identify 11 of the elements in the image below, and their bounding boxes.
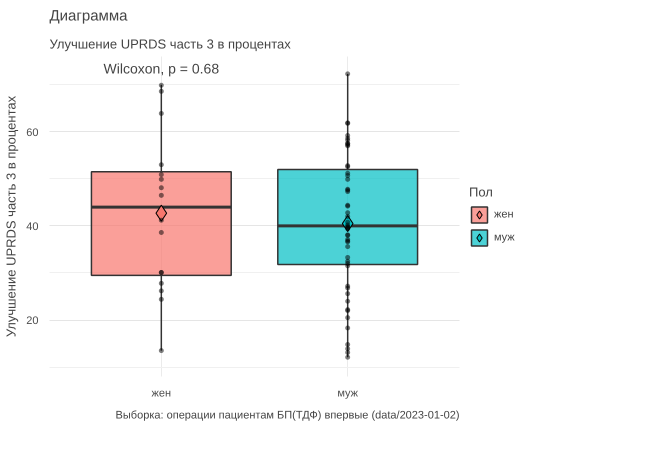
legend-label: муж: [494, 232, 515, 244]
legend-label: жен: [494, 208, 514, 220]
y-tick-label: 60: [26, 126, 39, 139]
text: Выборка: операции пациентам БП(ТДФ) впервые (data/2023-01-02): [116, 410, 460, 422]
annotation: Wilcoxon, p = 0.68: [104, 60, 220, 76]
chart-title: Диаграмма: [50, 8, 128, 24]
legend-title: Пол: [469, 184, 494, 200]
y-tick-label: 40: [26, 220, 39, 233]
y-tick-label: 20: [26, 315, 39, 328]
y-axis-title: Улучшение UPRDS часть 3 в процентах: [3, 95, 18, 338]
chart-subtitle: Улучшение UPRDS часть 3 в процентах: [50, 36, 292, 52]
